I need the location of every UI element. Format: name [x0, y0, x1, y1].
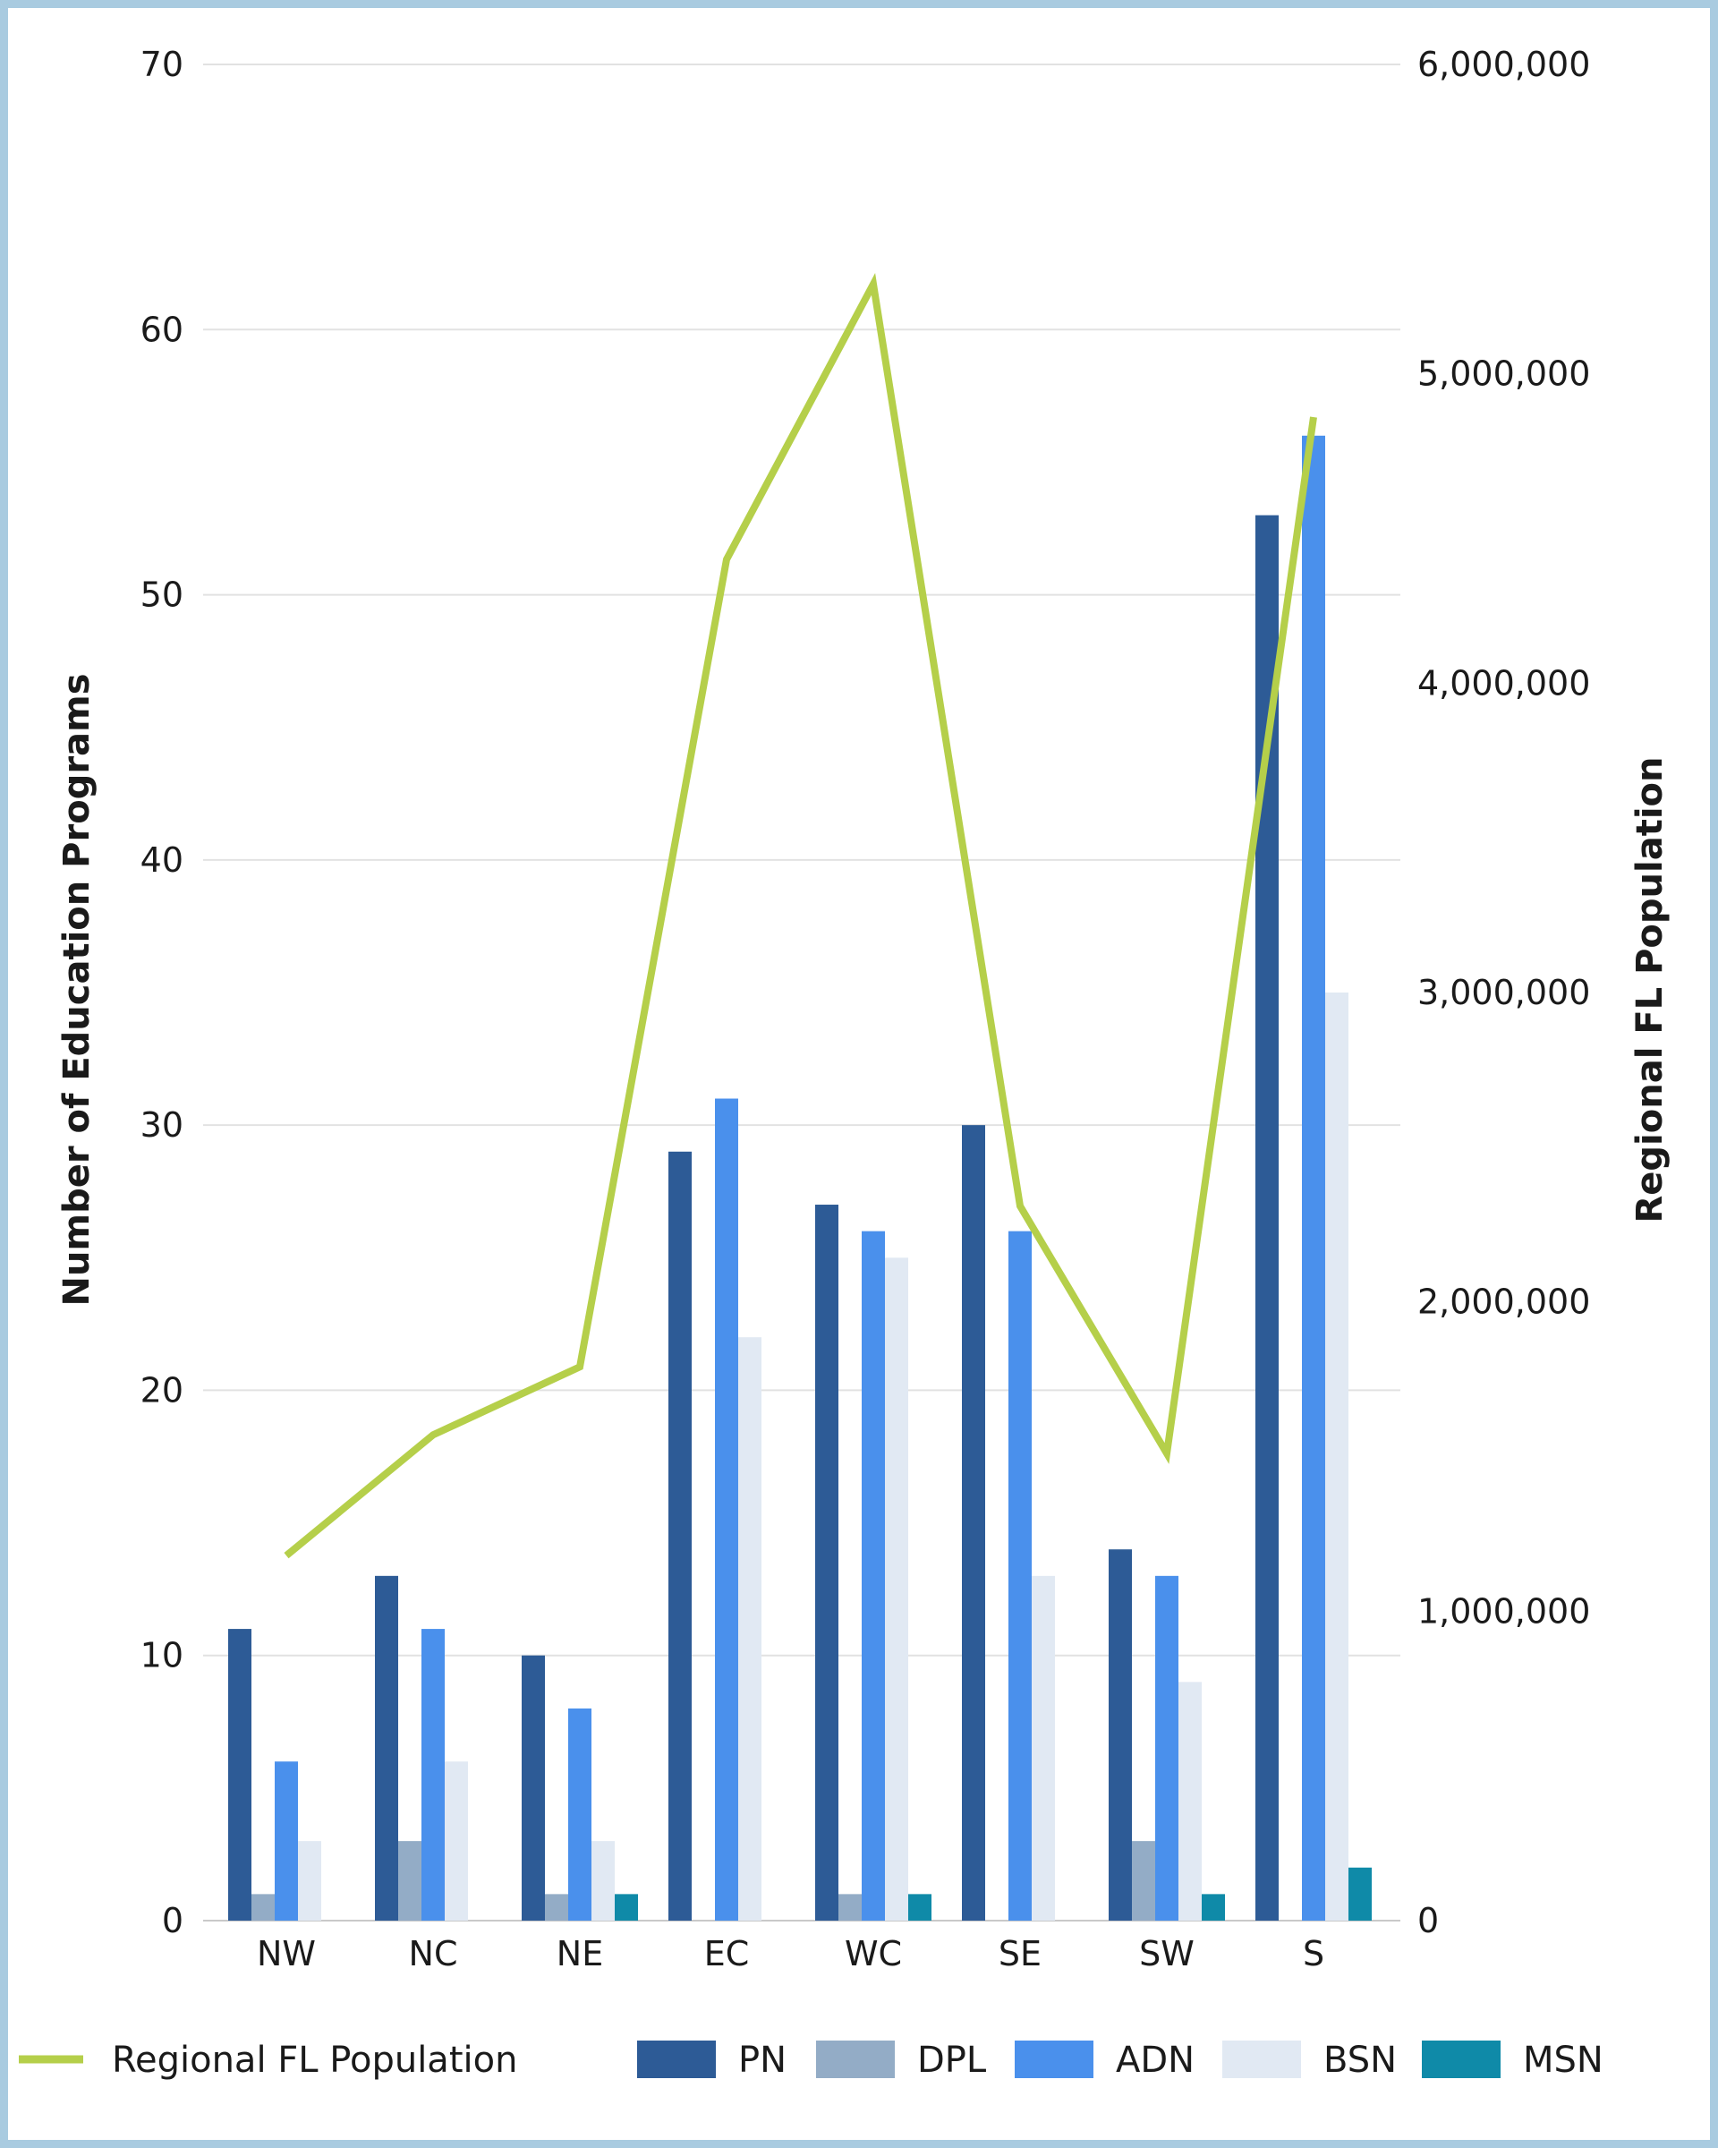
x-tick-label: SE — [999, 1934, 1042, 1973]
bar-adn-nc — [421, 1629, 445, 1921]
bar-pn-nc — [375, 1576, 398, 1921]
population-line — [286, 284, 1314, 1555]
bar-dpl-sw — [1132, 1841, 1155, 1921]
right-tick-label: 2,000,000 — [1417, 1283, 1590, 1322]
bar-bsn-se — [1032, 1576, 1055, 1921]
left-tick-label: 70 — [140, 45, 183, 84]
bar-adn-s — [1302, 436, 1325, 1921]
left-axis-ticks: 0 10 20 30 40 50 60 70 — [140, 45, 183, 1940]
left-tick-label: 30 — [140, 1105, 183, 1145]
bar-bsn-s — [1325, 993, 1348, 1921]
right-tick-label: 4,000,000 — [1417, 663, 1590, 703]
bar-bsn-sw — [1178, 1682, 1202, 1921]
left-tick-label: 20 — [140, 1370, 183, 1410]
bar-bsn-wc — [885, 1257, 908, 1921]
right-axis-ticks: 0 1,000,000 2,000,000 3,000,000 4,000,000 5,0… — [1417, 45, 1590, 1940]
bar-pn-ne — [522, 1656, 545, 1921]
left-tick-label: 10 — [140, 1636, 183, 1675]
bar-dpl-nw — [251, 1894, 275, 1921]
right-tick-label: 0 — [1417, 1901, 1439, 1940]
legend-swatch-dpl — [816, 2041, 895, 2078]
x-axis-ticks: NW NC NE EC WC SE SW S — [257, 1934, 1324, 1973]
bar-adn-sw — [1155, 1576, 1178, 1921]
legend-swatch-msn — [1422, 2041, 1501, 2078]
bar-pn-se — [962, 1125, 985, 1921]
bar-dpl-nc — [398, 1841, 421, 1921]
legend-swatch-bsn — [1222, 2041, 1301, 2078]
right-axis-title: Regional FL Population — [1629, 757, 1671, 1223]
bar-pn-sw — [1109, 1549, 1132, 1921]
x-tick-label: WC — [845, 1934, 902, 1973]
right-tick-label: 5,000,000 — [1417, 354, 1590, 394]
bar-bsn-nc — [445, 1761, 468, 1921]
left-tick-label: 60 — [140, 310, 183, 349]
legend-label-adn: ADN — [1116, 2040, 1195, 2081]
right-tick-label: 6,000,000 — [1417, 45, 1590, 84]
bar-adn-se — [1008, 1231, 1032, 1921]
bar-bsn-nw — [298, 1841, 321, 1921]
bar-dpl-ne — [545, 1894, 568, 1921]
bar-bsn-ne — [591, 1841, 615, 1921]
x-tick-label: NC — [409, 1934, 458, 1973]
x-tick-label: SW — [1139, 1934, 1195, 1973]
left-tick-label: 0 — [162, 1901, 183, 1940]
right-tick-label: 1,000,000 — [1417, 1591, 1590, 1631]
legend-label-pn: PN — [738, 2040, 787, 2081]
combo-bar-line-chart: 0 10 20 30 40 50 60 70 0 1,000,000 2,000,000 3,000… — [8, 8, 1718, 2156]
x-tick-label: NW — [257, 1934, 316, 1973]
bar-msn-s — [1348, 1868, 1372, 1921]
left-tick-label: 50 — [140, 575, 183, 615]
left-axis-title: Number of Education Programs — [56, 673, 98, 1306]
population-line-path — [286, 284, 1314, 1555]
bar-adn-ec — [715, 1099, 738, 1921]
bar-adn-ne — [568, 1709, 591, 1921]
bars — [228, 436, 1372, 1921]
bar-adn-nw — [275, 1761, 298, 1921]
bar-pn-wc — [815, 1205, 838, 1921]
bar-bsn-ec — [738, 1337, 761, 1921]
bar-msn-ne — [615, 1894, 638, 1921]
bar-pn-nw — [228, 1629, 251, 1921]
x-tick-label: S — [1303, 1934, 1324, 1973]
legend-swatch-adn — [1015, 2041, 1093, 2078]
legend-label-dpl: DPL — [917, 2040, 987, 2081]
bar-pn-ec — [668, 1152, 692, 1921]
legend: Regional FL Population PN DPL ADN BSN MSN — [19, 2040, 1603, 2081]
x-tick-label: NE — [557, 1934, 603, 1973]
bar-dpl-wc — [838, 1894, 862, 1921]
bar-msn-sw — [1202, 1894, 1225, 1921]
legend-label-bsn: BSN — [1323, 2040, 1397, 2081]
legend-label-population: Regional FL Population — [112, 2040, 517, 2081]
x-tick-label: EC — [704, 1934, 750, 1973]
bar-msn-wc — [908, 1894, 931, 1921]
left-tick-label: 40 — [140, 840, 183, 880]
legend-swatch-pn — [637, 2041, 716, 2078]
bar-adn-wc — [862, 1231, 885, 1921]
legend-label-msn: MSN — [1523, 2040, 1603, 2081]
right-tick-label: 3,000,000 — [1417, 973, 1590, 1012]
